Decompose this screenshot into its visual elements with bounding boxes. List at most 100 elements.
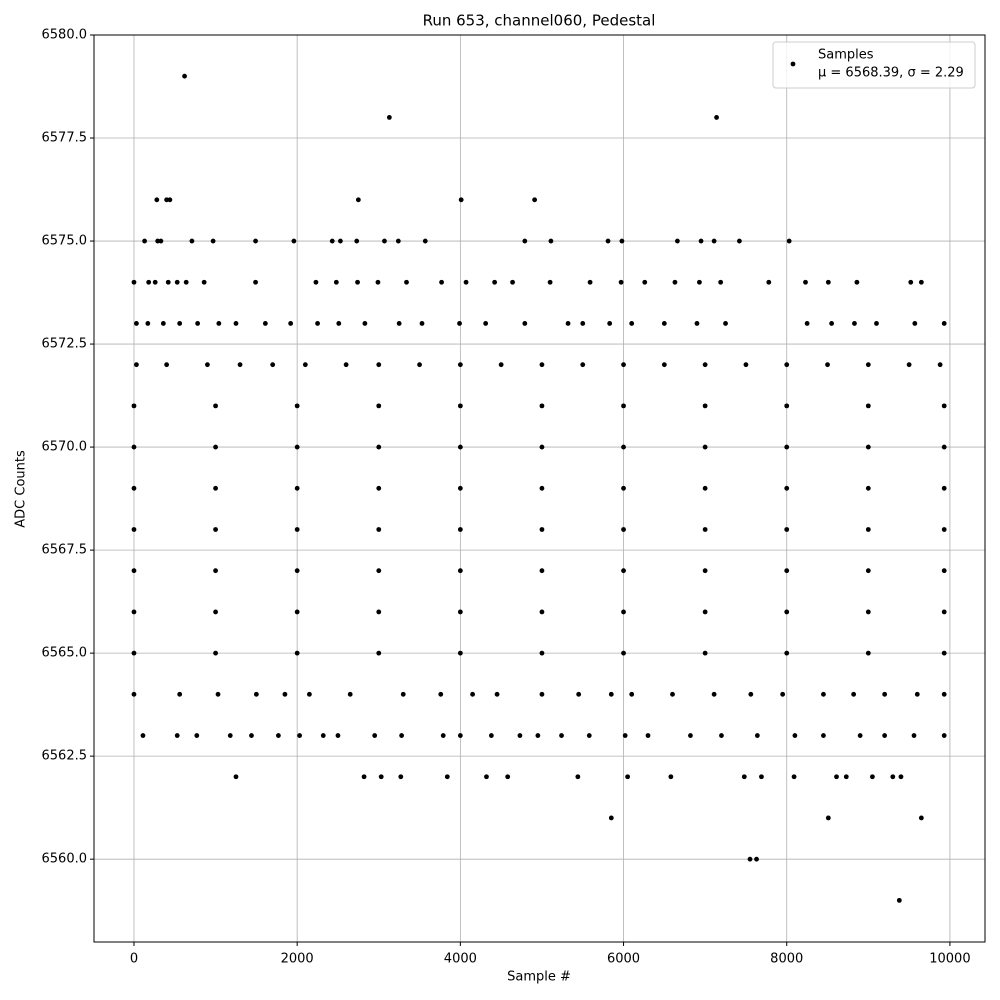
- plot-frame: [93, 34, 986, 943]
- data-point: [457, 733, 463, 738]
- data-point: [941, 403, 947, 409]
- data-point: [338, 238, 343, 244]
- data-point: [313, 279, 319, 285]
- data-point: [539, 362, 545, 368]
- data-point: [941, 527, 947, 532]
- data-point: [914, 691, 920, 697]
- data-point: [438, 691, 444, 697]
- data-point: [608, 815, 614, 821]
- data-point: [621, 444, 626, 450]
- x-axis-label: Sample #: [507, 970, 571, 985]
- legend-marker: [790, 61, 796, 67]
- data-point: [215, 691, 221, 697]
- data-point: [177, 691, 183, 697]
- data-point: [941, 485, 947, 491]
- data-point: [376, 609, 382, 615]
- data-point: [539, 403, 545, 409]
- legend-box: [772, 41, 976, 89]
- data-point: [294, 403, 300, 409]
- data-point: [457, 321, 462, 326]
- data-point: [398, 774, 404, 780]
- data-point: [539, 485, 545, 491]
- data-point: [747, 856, 753, 862]
- data-point: [874, 321, 879, 326]
- data-point: [146, 279, 152, 285]
- data-point: [213, 568, 218, 574]
- data-point: [754, 856, 759, 862]
- y-tick-label: 6567.5: [42, 543, 88, 558]
- data-point: [131, 403, 137, 409]
- data-point: [404, 279, 409, 285]
- data-point: [621, 485, 626, 491]
- data-point: [559, 733, 564, 738]
- data-point: [395, 238, 401, 244]
- x-tick-label: 4000: [444, 952, 477, 967]
- data-point: [605, 238, 611, 244]
- data-point: [463, 279, 469, 285]
- data-point: [457, 485, 463, 491]
- data-point: [586, 733, 592, 738]
- data-point: [829, 321, 835, 326]
- data-point: [253, 238, 258, 244]
- data-point: [629, 321, 635, 326]
- data-point: [470, 691, 475, 697]
- data-point: [288, 321, 294, 326]
- data-point: [629, 691, 635, 697]
- data-point: [791, 774, 797, 780]
- data-point: [865, 609, 871, 615]
- data-point: [164, 362, 170, 368]
- data-point: [759, 774, 764, 780]
- data-point: [494, 691, 500, 697]
- y-tick-label: 6580.0: [42, 28, 88, 43]
- data-point: [621, 650, 626, 656]
- data-point: [539, 527, 545, 532]
- data-point: [668, 774, 674, 780]
- data-point: [843, 774, 849, 780]
- data-point: [896, 897, 902, 903]
- data-point: [754, 733, 760, 738]
- data-point: [825, 362, 830, 368]
- data-point: [854, 279, 860, 285]
- data-point: [294, 568, 300, 574]
- data-point: [792, 733, 798, 738]
- y-tick-label: 6565.0: [42, 646, 88, 661]
- data-point: [711, 238, 717, 244]
- data-point: [784, 444, 790, 450]
- data-point: [382, 238, 387, 244]
- data-point: [177, 321, 183, 326]
- data-point: [183, 279, 189, 285]
- data-point: [539, 650, 545, 656]
- data-point: [711, 691, 717, 697]
- data-point: [784, 403, 790, 409]
- data-point: [237, 362, 243, 368]
- data-point: [661, 321, 667, 326]
- data-point: [698, 238, 704, 244]
- data-point: [786, 238, 792, 244]
- data-point: [376, 444, 382, 450]
- data-point: [784, 527, 790, 532]
- data-point: [165, 279, 171, 285]
- data-point: [941, 444, 947, 450]
- data-point: [723, 321, 728, 326]
- data-point: [821, 691, 826, 697]
- data-point: [852, 321, 857, 326]
- data-point: [547, 279, 553, 285]
- data-point: [386, 115, 392, 120]
- data-point: [674, 238, 680, 244]
- data-point: [898, 774, 904, 780]
- data-point: [233, 774, 239, 780]
- data-point: [396, 321, 402, 326]
- data-point: [737, 238, 742, 244]
- data-point: [376, 362, 382, 368]
- data-point: [565, 321, 571, 326]
- data-point: [131, 444, 137, 450]
- y-tick-label: 6572.5: [42, 337, 88, 352]
- data-point: [539, 444, 545, 450]
- data-point: [457, 403, 463, 409]
- data-point: [621, 609, 626, 615]
- data-point: [492, 279, 498, 285]
- data-point: [145, 321, 151, 326]
- data-point: [213, 527, 218, 532]
- data-point: [362, 321, 368, 326]
